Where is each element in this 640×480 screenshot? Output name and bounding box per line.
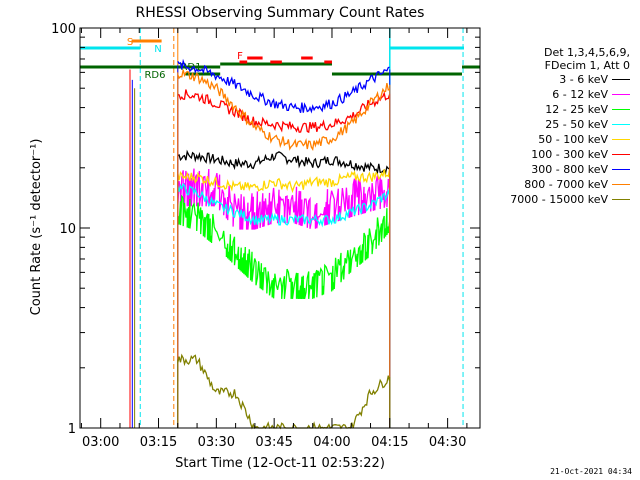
legend-swatch xyxy=(612,184,630,185)
legend-item: 300 - 800 keV xyxy=(488,162,630,177)
legend-item: 800 - 7000 keV xyxy=(488,177,630,192)
y-tick-label: 10 xyxy=(59,222,76,237)
y-axis-label: Count Rate (s⁻¹ detector⁻¹) xyxy=(29,139,44,316)
legend-label: 25 - 50 keV xyxy=(545,118,608,131)
series-line xyxy=(177,182,391,228)
legend-label: 100 - 300 keV xyxy=(531,148,608,161)
x-tick-label: 04:15 xyxy=(371,435,408,450)
chart-title: RHESSI Observing Summary Count Rates xyxy=(136,5,425,21)
series-line xyxy=(177,353,391,430)
x-tick-label: 03:30 xyxy=(198,435,235,450)
legend-item: 50 - 100 keV xyxy=(488,132,630,147)
x-tick-label: 03:00 xyxy=(82,435,119,450)
legend-header-line-1: Det 1,3,4,5,6,9, xyxy=(543,46,630,59)
legend-label: 800 - 7000 keV xyxy=(524,178,608,191)
flag-label: RD6 xyxy=(144,70,165,81)
series-line xyxy=(177,69,390,151)
legend-item: 7000 - 15000 keV xyxy=(488,192,630,207)
series-line xyxy=(177,149,390,175)
timestamp: 21-Oct-2021 04:34 xyxy=(550,467,632,476)
series-line xyxy=(177,194,391,300)
legend-swatch xyxy=(612,199,630,200)
x-tick-label: 04:00 xyxy=(313,435,350,450)
legend-label: 300 - 800 keV xyxy=(531,163,608,176)
legend-swatch xyxy=(612,169,630,170)
series-line xyxy=(177,168,391,194)
x-tick-label: 03:15 xyxy=(140,435,177,450)
legend-item: 3 - 6 keV xyxy=(488,72,630,87)
legend-swatch xyxy=(612,124,630,125)
legend-item: 12 - 25 keV xyxy=(488,102,630,117)
x-tick-label: 04:30 xyxy=(429,435,466,450)
series-line xyxy=(177,89,391,134)
x-axis-label: Start Time (12-Oct-11 02:53:22) xyxy=(175,456,385,471)
legend-swatch xyxy=(612,154,630,155)
flag-label: S xyxy=(127,37,133,48)
legend-header-line-2: FDecim 1, Att 0 xyxy=(544,59,630,72)
legend-label: 50 - 100 keV xyxy=(538,133,608,146)
y-tick-label: 100 xyxy=(51,22,76,37)
legend-item: 100 - 300 keV xyxy=(488,147,630,162)
legend-swatch xyxy=(612,94,630,95)
legend-label: 3 - 6 keV xyxy=(559,73,608,86)
series-line xyxy=(177,58,390,114)
legend-label: 12 - 25 keV xyxy=(545,103,608,116)
legend-item: 25 - 50 keV xyxy=(488,117,630,132)
legend-swatch xyxy=(612,139,630,140)
legend-label: 6 - 12 keV xyxy=(552,88,608,101)
legend-item: 6 - 12 keV xyxy=(488,87,630,102)
flag-label: F xyxy=(237,51,243,62)
legend: Det 1,3,4,5,6,9, FDecim 1, Att 0 3 - 6 k… xyxy=(488,46,630,207)
legend-swatch xyxy=(612,79,630,80)
x-tick-label: 03:45 xyxy=(255,435,292,450)
legend-swatch xyxy=(612,109,630,110)
flag-label: N xyxy=(154,44,161,55)
flag-label: RD1 xyxy=(180,62,201,73)
legend-label: 7000 - 15000 keV xyxy=(510,193,608,206)
y-tick-label: 1 xyxy=(68,422,76,437)
